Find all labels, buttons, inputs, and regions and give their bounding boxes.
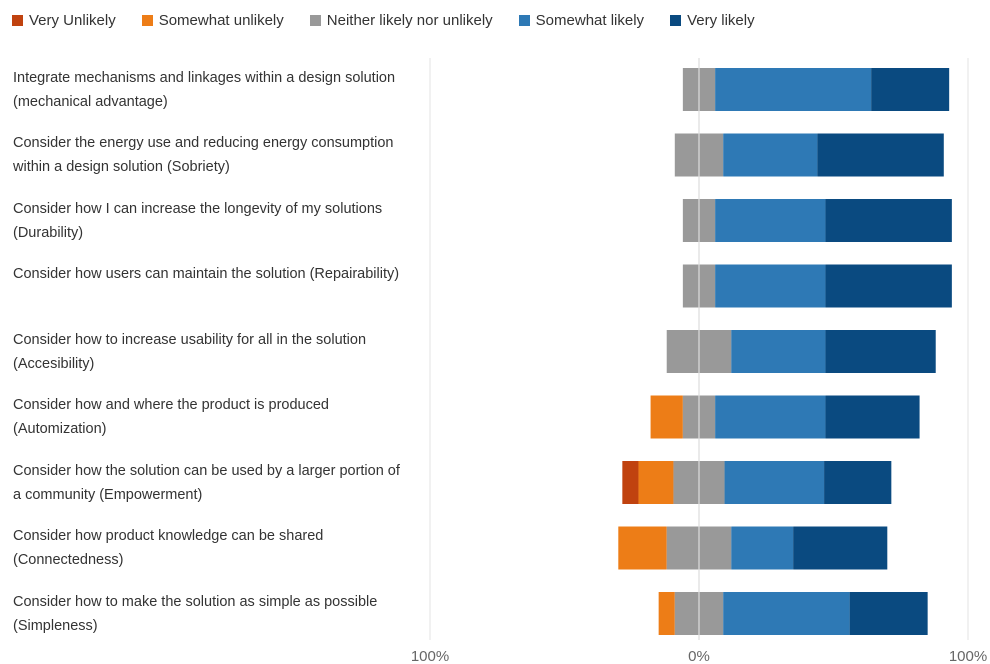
legend-swatch	[518, 14, 530, 26]
x-tick-label: 100%	[949, 648, 987, 664]
category-label: Consider how to make the solution as sim…	[13, 593, 378, 634]
bar-segment-somewhat-unlikely	[638, 461, 674, 504]
legend-item: Somewhat unlikely	[141, 11, 284, 29]
category-label: Integrate mechanisms and linkages within…	[13, 69, 396, 110]
bar-segment-very-unlikely	[622, 461, 639, 504]
category-label: Consider how and where the product is pr…	[13, 397, 329, 437]
legend-item: Very likely	[670, 12, 755, 29]
bar-segment-very-likely	[817, 133, 944, 177]
legend-item: Somewhat likely	[518, 11, 645, 29]
bar-segment-somewhat-unlikely	[618, 526, 667, 570]
bar-segment-very-likely	[825, 395, 920, 439]
legend-item: Neither likely nor unlikely	[309, 11, 493, 29]
legend-item: Very Unlikely	[12, 12, 116, 29]
bar-segment-very-likely	[793, 526, 888, 570]
bar-segment-very-likely	[871, 68, 950, 111]
bar-segment-somewhat-likely	[715, 264, 826, 308]
legend-swatch	[141, 14, 153, 26]
chart-legend: Very Unlikely Somewhat unlikely Neither li…	[12, 10, 781, 30]
category-label: Consider how I can increase the longevit…	[13, 200, 383, 241]
bar-segment-somewhat-likely	[724, 461, 825, 504]
legend-label: Somewhat unlikely	[158, 11, 284, 29]
category-label: Consider the energy use and reducing ene…	[13, 135, 394, 175]
bar-segment-somewhat-unlikely	[658, 592, 675, 635]
legend-label: Somewhat likely	[535, 11, 645, 29]
category-label: Consider how to increase usability for a…	[13, 331, 367, 372]
legend-label: Neither likely nor unlikely	[326, 11, 493, 29]
bar-segment-somewhat-likely	[731, 526, 794, 570]
legend-label: Very likely	[687, 11, 755, 29]
bar-segment-somewhat-likely	[715, 395, 826, 439]
legend-swatch	[670, 14, 682, 26]
category-label: Consider how users can maintain the solu…	[13, 266, 400, 282]
bar-segment-somewhat-likely	[715, 68, 872, 111]
legend-swatch	[309, 14, 321, 26]
bar-segment-somewhat-likely	[723, 133, 818, 177]
legend-swatch	[12, 14, 23, 26]
x-tick-label: 0%	[688, 648, 710, 664]
bar-segment-somewhat-likely	[731, 330, 826, 373]
legend-label: Very Unlikely	[29, 11, 116, 29]
bar-segment-very-likely	[849, 592, 928, 635]
bar-segment-very-likely	[825, 264, 952, 308]
bar-segment-somewhat-likely	[715, 199, 826, 242]
bar-segment-very-likely	[825, 330, 936, 373]
category-label: Consider how product knowledge can be sh…	[13, 528, 324, 568]
bar-segment-somewhat-unlikely	[650, 395, 683, 439]
category-label: Consider how the solution can be used by…	[13, 462, 400, 503]
bar-segment-very-likely	[824, 461, 892, 504]
bar-segment-somewhat-likely	[723, 592, 850, 635]
bar-segment-very-likely	[825, 199, 952, 242]
x-tick-label: 100%	[411, 648, 449, 664]
